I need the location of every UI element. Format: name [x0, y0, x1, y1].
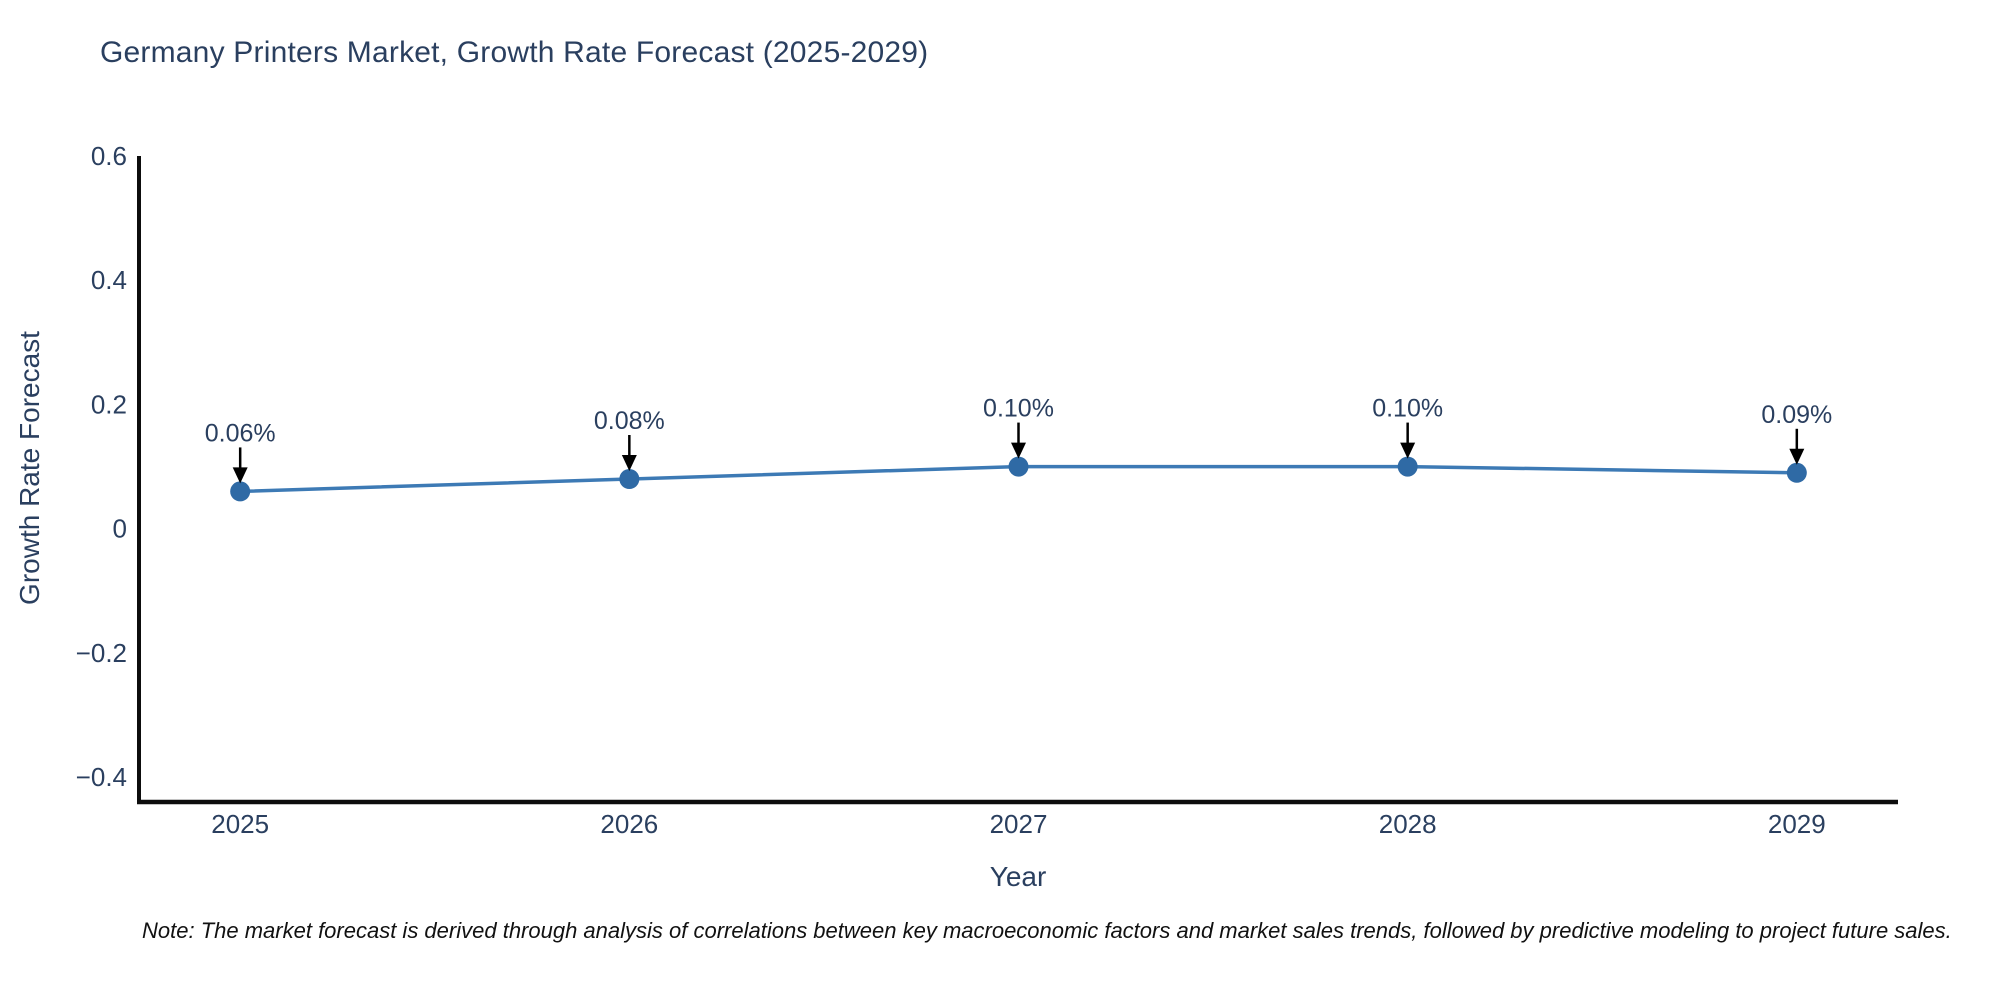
annotation-arrowhead — [621, 455, 637, 471]
data-point-marker — [230, 481, 251, 502]
point-value-label: 0.09% — [1761, 401, 1832, 429]
x-tick-label: 2026 — [600, 809, 658, 839]
data-point-marker — [1786, 462, 1807, 483]
x-tick-label: 2029 — [1768, 809, 1826, 839]
annotation-arrowhead — [1789, 448, 1805, 465]
y-tick-label: 0 — [113, 514, 127, 544]
data-point-marker — [1397, 456, 1418, 477]
x-tick-label: 2025 — [211, 809, 269, 839]
x-axis-title: Year — [989, 861, 1047, 892]
y-tick-label: −0.2 — [76, 638, 127, 668]
y-tick-label: 0.6 — [91, 141, 127, 171]
y-tick-label: −0.4 — [76, 762, 127, 792]
y-tick-label: 0.4 — [91, 265, 127, 295]
point-value-label: 0.10% — [983, 395, 1054, 423]
footnote: Note: The market forecast is derived thr… — [142, 918, 1952, 943]
y-tick-label: 0.2 — [91, 389, 127, 419]
annotation-arrowhead — [232, 467, 248, 484]
data-point-marker — [1008, 456, 1029, 477]
x-tick-label: 2028 — [1379, 809, 1437, 839]
data-point-marker — [619, 469, 640, 489]
point-value-label: 0.10% — [1372, 395, 1443, 423]
chart-title: Germany Printers Market, Growth Rate For… — [100, 36, 929, 69]
point-value-label: 0.06% — [205, 419, 276, 447]
annotation-arrowhead — [1011, 442, 1026, 459]
x-tick-label: 2027 — [990, 809, 1048, 839]
point-value-label: 0.08% — [594, 407, 665, 435]
annotation-arrowhead — [1400, 442, 1416, 459]
